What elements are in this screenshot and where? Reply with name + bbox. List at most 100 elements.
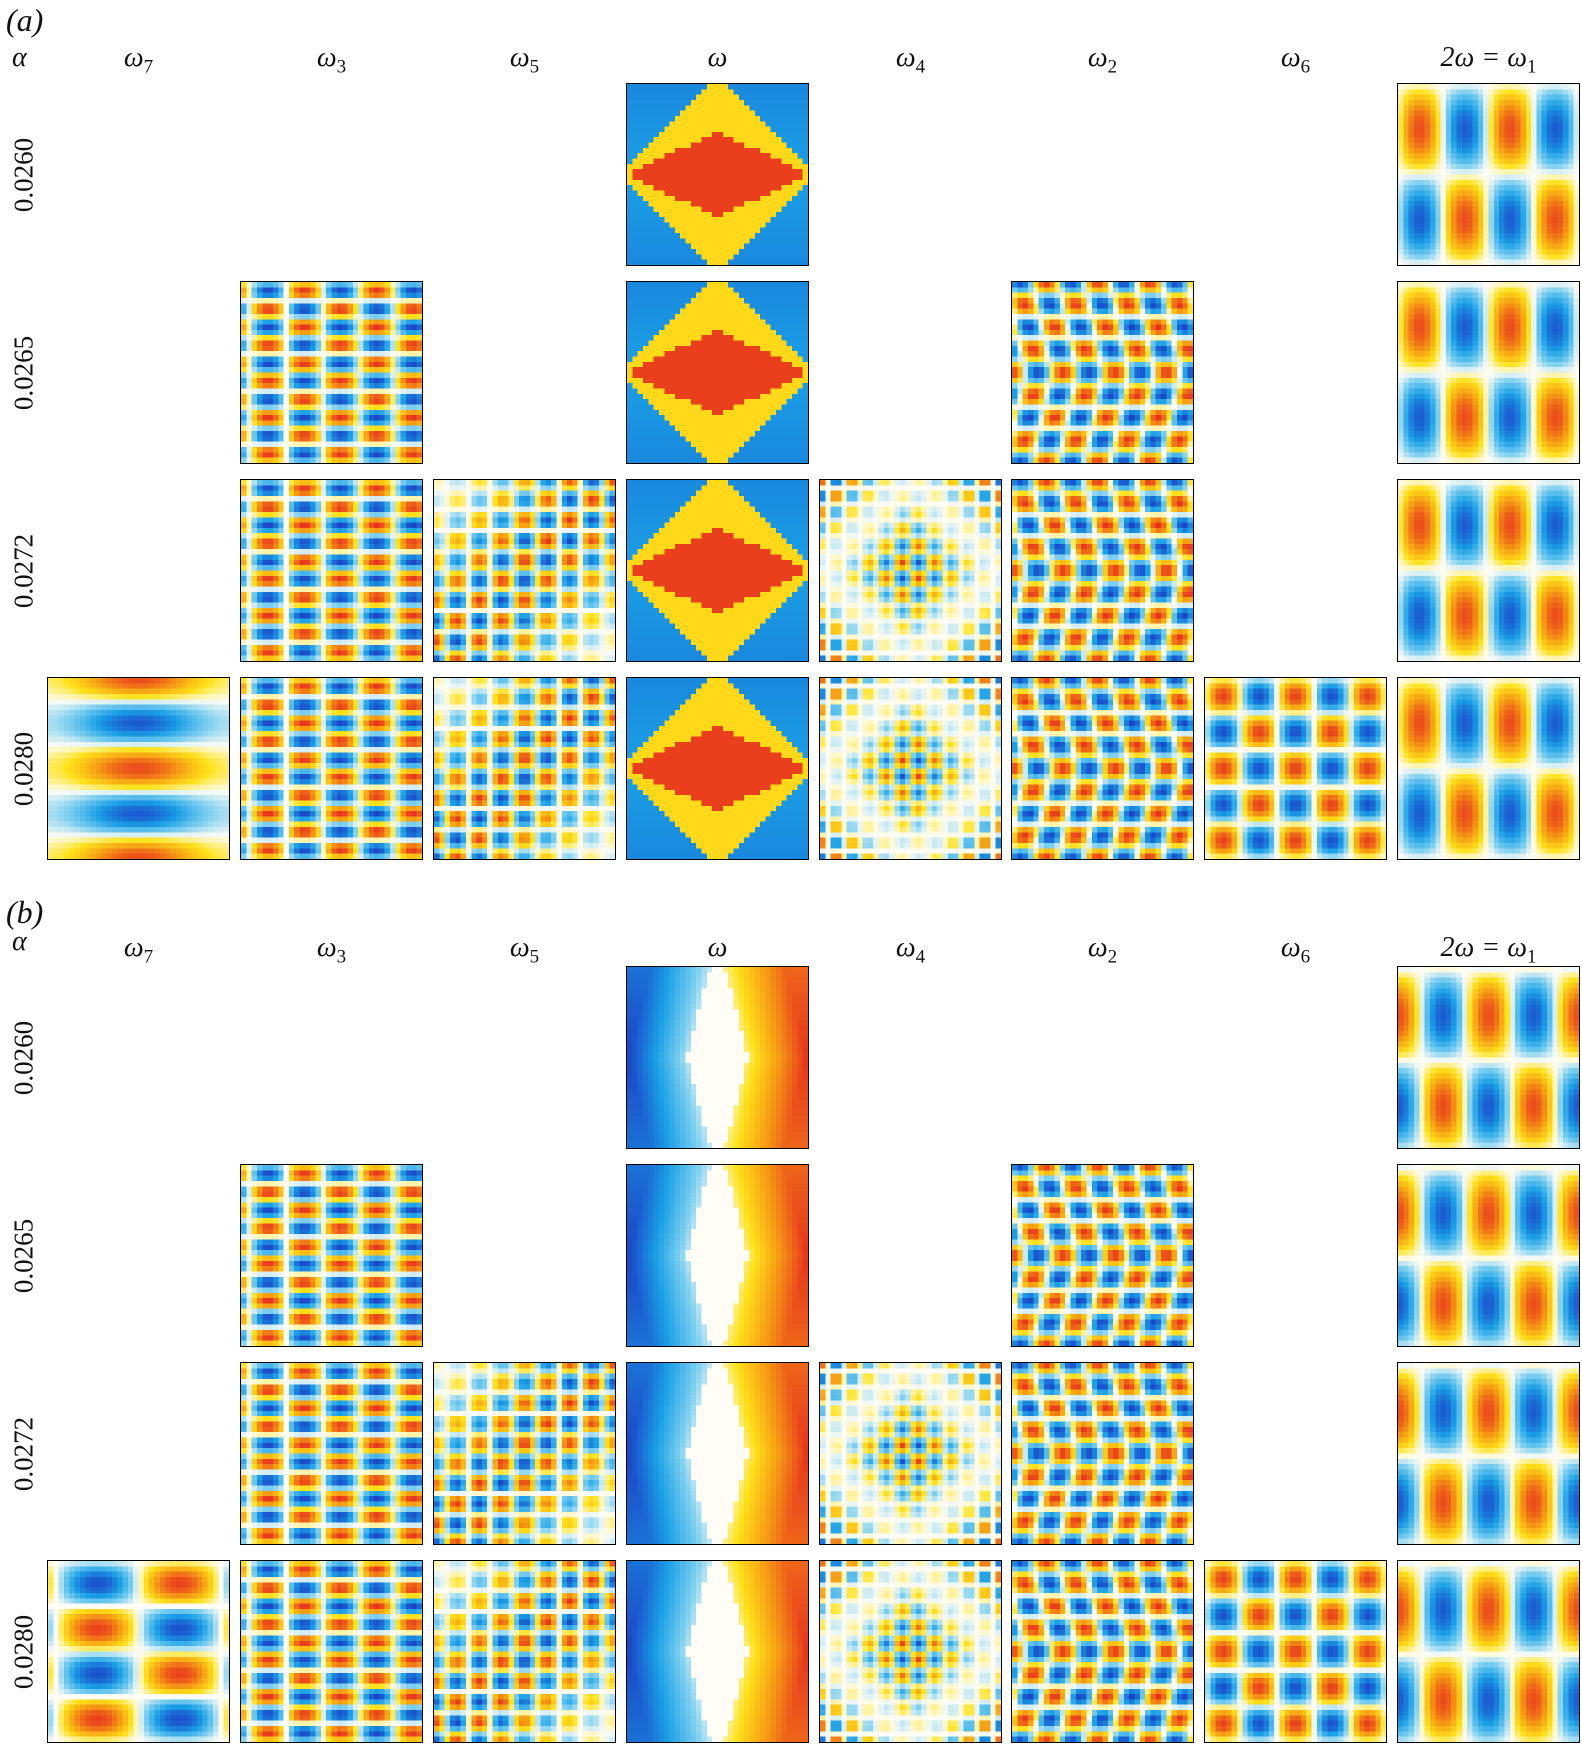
column-header-symbol: ω [1088, 42, 1108, 73]
row-label-alpha: 0.0265 [4, 1164, 44, 1347]
field-heatmap [434, 678, 615, 859]
mode-field-plot [1011, 281, 1194, 464]
field-heatmap [1398, 1363, 1579, 1544]
column-header: 2ω = ω1 [1397, 932, 1580, 969]
column-header-symbol: ω [896, 932, 916, 963]
field-heatmap [1012, 480, 1193, 661]
column-header-subscript: 5 [530, 947, 540, 968]
column-header: ω5 [433, 42, 616, 79]
field-heatmap [1012, 282, 1193, 463]
field-heatmap [1012, 678, 1193, 859]
mode-field-plot [626, 479, 809, 662]
field-heatmap [241, 282, 422, 463]
field-heatmap [627, 967, 808, 1148]
field-heatmap [1012, 1165, 1193, 1346]
column-header-symbol: ω [317, 42, 337, 73]
mode-field-plot [819, 479, 1002, 662]
row-label-text: 0.0260 [9, 137, 40, 211]
mode-field-plot [1397, 281, 1580, 464]
field-heatmap [820, 678, 1001, 859]
column-header-subscript: 2 [1108, 57, 1118, 78]
column-header-subscript: 4 [916, 947, 926, 968]
column-header: ω [626, 932, 809, 964]
mode-field-plot [819, 1362, 1002, 1545]
field-heatmap [434, 1561, 615, 1742]
field-heatmap [1398, 84, 1579, 265]
row-label-alpha: 0.0272 [4, 1362, 44, 1545]
row-label-alpha: 0.0280 [4, 677, 44, 860]
mode-field-plot [1397, 677, 1580, 860]
field-heatmap [434, 480, 615, 661]
row-label-text: 0.0280 [9, 1614, 40, 1688]
mode-field-plot [1011, 1164, 1194, 1347]
field-heatmap [1012, 1561, 1193, 1742]
mode-field-plot [819, 677, 1002, 860]
column-header-subscript: 2 [1108, 947, 1118, 968]
mode-field-plot [240, 1560, 423, 1743]
column-header-symbol: ω [510, 932, 530, 963]
field-heatmap [627, 1561, 808, 1742]
field-heatmap [820, 480, 1001, 661]
field-heatmap [1398, 678, 1579, 859]
mode-field-plot [1204, 677, 1387, 860]
column-header: ω [626, 42, 809, 74]
mode-field-plot [240, 1164, 423, 1347]
column-header-subscript: 1 [1527, 57, 1537, 78]
field-heatmap [48, 678, 229, 859]
panel-label: (b) [6, 894, 43, 931]
column-header: ω5 [433, 932, 616, 969]
mode-field-plot [1204, 1560, 1387, 1743]
column-header: ω3 [240, 932, 423, 969]
row-label-text: 0.0272 [9, 533, 40, 607]
mode-field-plot [240, 281, 423, 464]
column-header: ω6 [1204, 42, 1387, 79]
mode-field-plot [47, 1560, 230, 1743]
mode-field-plot [626, 677, 809, 860]
column-header: ω7 [47, 932, 230, 969]
mode-field-plot [819, 1560, 1002, 1743]
mode-field-plot [1011, 677, 1194, 860]
field-heatmap [627, 1363, 808, 1544]
mode-field-plot [626, 83, 809, 266]
mode-field-plot [240, 1362, 423, 1545]
mode-field-plot [626, 281, 809, 464]
column-header-symbol: ω [124, 932, 144, 963]
column-header: ω2 [1011, 42, 1194, 79]
mode-field-plot [1397, 479, 1580, 662]
column-header-symbol: ω [1088, 932, 1108, 963]
mode-field-plot [626, 1164, 809, 1347]
column-header-symbol: 2ω = ω [1441, 42, 1527, 73]
field-heatmap [820, 1363, 1001, 1544]
field-heatmap [1205, 1561, 1386, 1742]
column-header-symbol: ω [317, 932, 337, 963]
column-header-subscript: 3 [337, 57, 347, 78]
field-heatmap [1205, 678, 1386, 859]
field-heatmap [1398, 480, 1579, 661]
column-header: ω7 [47, 42, 230, 79]
column-header-symbol: ω [896, 42, 916, 73]
field-heatmap [627, 84, 808, 265]
field-heatmap [627, 678, 808, 859]
mode-field-plot [433, 677, 616, 860]
column-header: 2ω = ω1 [1397, 42, 1580, 79]
row-label-alpha: 0.0260 [4, 966, 44, 1149]
field-heatmap [48, 1561, 229, 1742]
column-header-symbol: ω [708, 932, 728, 963]
row-label-alpha: 0.0280 [4, 1560, 44, 1743]
panel-b: (b) α ω7 ω3 ω5 ω ω4 ω2 ω6 2ω = ω1 0.0260 0.0265 0.… [0, 880, 1582, 1760]
column-header-subscript: 1 [1527, 947, 1537, 968]
field-heatmap [627, 480, 808, 661]
mode-field-plot [1397, 83, 1580, 266]
field-heatmap [241, 480, 422, 661]
field-heatmap [1398, 967, 1579, 1148]
column-header-subscript: 7 [144, 57, 154, 78]
mode-field-plot [626, 1362, 809, 1545]
mode-field-plot [240, 677, 423, 860]
column-header-subscript: 6 [1301, 947, 1311, 968]
field-heatmap [241, 1165, 422, 1346]
mode-field-plot [1397, 1560, 1580, 1743]
row-label-alpha: 0.0265 [4, 281, 44, 464]
column-header: ω4 [819, 932, 1002, 969]
mode-field-plot [1011, 1560, 1194, 1743]
mode-field-plot [433, 1560, 616, 1743]
